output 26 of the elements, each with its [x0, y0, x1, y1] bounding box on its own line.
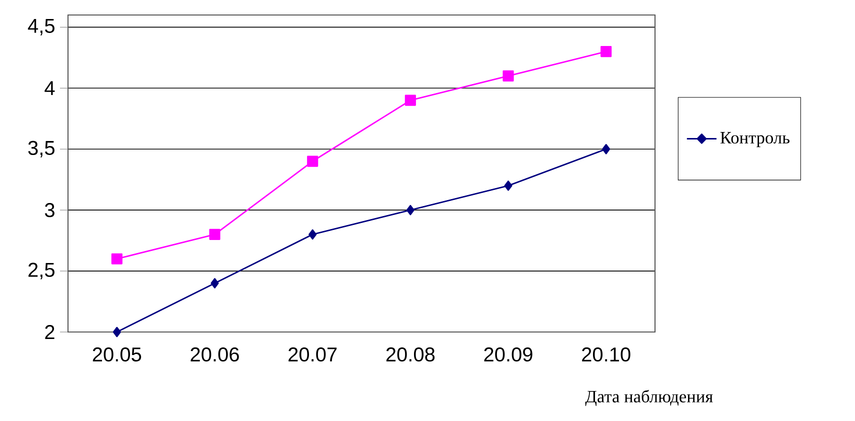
x-tick-label: 20.08 — [386, 347, 435, 362]
point — [112, 326, 121, 338]
point — [209, 228, 220, 240]
point — [308, 229, 317, 240]
x-tick-label: 20.06 — [190, 347, 239, 362]
y-tick-label: 4 — [44, 81, 55, 96]
x-tick-label: 20.05 — [92, 347, 142, 362]
point — [404, 94, 416, 106]
point — [602, 144, 610, 154]
y-tick-label: 3 — [44, 202, 54, 218]
point — [502, 70, 514, 82]
y-tick-label: 2 — [45, 325, 54, 339]
x-tick-label: 20.07 — [288, 347, 337, 362]
point — [111, 253, 122, 264]
point — [210, 278, 219, 288]
y-tick-label: 4,5 — [28, 19, 54, 36]
point — [600, 46, 612, 58]
point — [307, 156, 318, 167]
y-tick-label: 3,5 — [28, 140, 54, 158]
point — [504, 180, 512, 191]
y-tick-label: 2,5 — [28, 262, 54, 280]
x-tick-label: 20.09 — [484, 347, 532, 362]
x-tick-label: 20.10 — [582, 347, 630, 362]
x-axis-title: Дата наблюдения — [585, 390, 713, 406]
point — [406, 204, 414, 216]
legend-label: Контроль — [720, 132, 790, 148]
